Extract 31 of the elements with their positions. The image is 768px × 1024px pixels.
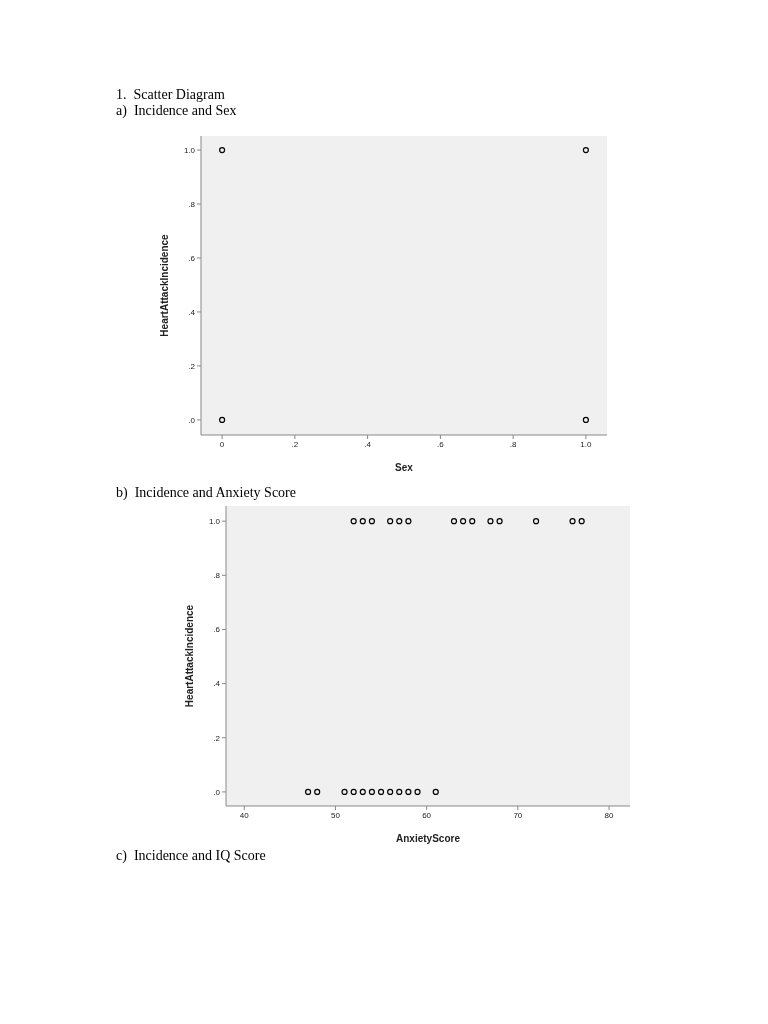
x-tick-label: 50 <box>330 810 341 820</box>
y-axis-title: HeartAttackIncidence <box>158 233 170 337</box>
chart-title: 1. Scatter Diagram <box>116 87 225 103</box>
chart-title: b) Incidence and Anxiety Score <box>116 485 296 501</box>
x-tick-label: 80 <box>604 810 615 820</box>
x-tick-label: 70 <box>513 810 523 820</box>
y-tick-label: .6 <box>188 253 196 263</box>
x-axis-title: AnxietyScore <box>396 833 461 844</box>
x-tick-label: 0 <box>219 439 225 449</box>
y-tick-label: 1.0 <box>208 517 221 526</box>
y-tick-label: .0 <box>213 787 221 797</box>
y-axis-title: HeartAttackIncidence <box>183 604 195 708</box>
y-tick-label: .6 <box>213 625 221 635</box>
y-tick-label: 1.0 <box>183 145 196 155</box>
x-axis-title: Sex <box>395 462 414 473</box>
x-tick-label: .2 <box>291 439 299 449</box>
y-tick-label: .4 <box>188 307 196 317</box>
x-tick-label: 1.0 <box>580 439 593 449</box>
y-tick-label: .4 <box>213 679 221 689</box>
y-tick-label: .8 <box>213 571 221 581</box>
x-tick-label: .8 <box>509 439 518 449</box>
y-tick-label: .0 <box>188 415 196 425</box>
x-tick-label: 60 <box>422 810 432 820</box>
y-tick-label: .2 <box>188 361 196 371</box>
x-tick-label: .6 <box>437 439 445 449</box>
y-tick-label: .8 <box>188 199 196 209</box>
text: c) Incidence and IQ Score <box>116 848 266 864</box>
chart-subtitle: a) Incidence and Sex <box>116 103 237 119</box>
y-tick-label: .2 <box>213 733 221 743</box>
x-tick-label: 40 <box>239 810 250 820</box>
x-tick-label: .4 <box>364 439 372 449</box>
